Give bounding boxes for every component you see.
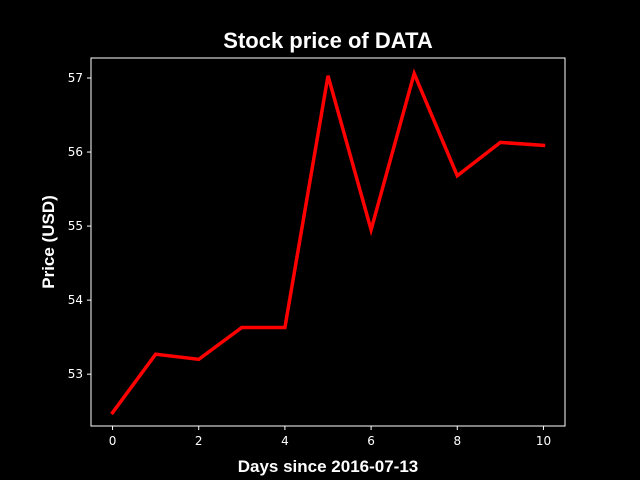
series-group bbox=[110, 68, 546, 416]
x-tick-label: 0 bbox=[109, 434, 117, 448]
chart-title: Stock price of DATA bbox=[223, 28, 433, 53]
axis-ticks: 0 2 4 6 8 10 53 54 55 56 57 bbox=[68, 71, 551, 448]
y-axis-label: Price (USD) bbox=[39, 195, 58, 289]
y-tick-label: 54 bbox=[68, 293, 83, 307]
y-tick-label: 57 bbox=[68, 71, 83, 85]
y-tick-label: 53 bbox=[68, 367, 83, 381]
x-axis-label: Days since 2016-07-13 bbox=[238, 457, 419, 476]
plot-frame bbox=[90, 57, 566, 427]
x-tick-label: 4 bbox=[281, 434, 289, 448]
series-line-0 bbox=[110, 68, 546, 416]
x-tick-label: 6 bbox=[367, 434, 375, 448]
x-tick-label: 2 bbox=[195, 434, 203, 448]
x-tick-label: 8 bbox=[453, 434, 461, 448]
y-tick-label: 55 bbox=[68, 219, 83, 233]
x-tick-label: 10 bbox=[536, 434, 551, 448]
y-tick-label: 56 bbox=[68, 145, 83, 159]
